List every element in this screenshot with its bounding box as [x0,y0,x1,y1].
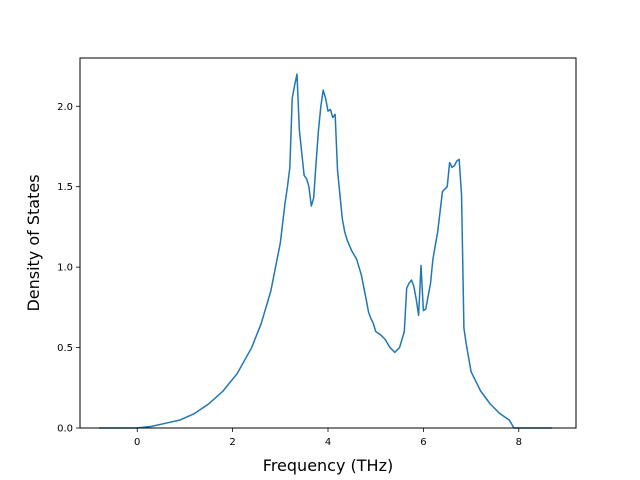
x-tick-label: 8 [516,437,522,448]
x-axis-ticks: 0 2 4 6 8 [134,428,522,448]
series-layer [99,73,553,429]
y-tick-label: 1.0 [57,263,73,274]
y-tick-label: 0.0 [57,424,73,435]
x-tick-label: 6 [420,437,426,448]
x-tick-label: 4 [325,437,331,448]
y-tick-label: 1.5 [57,182,73,193]
plot-area [80,58,576,428]
y-axis-label: Density of States [24,174,43,311]
series-line-0 [99,73,553,429]
y-tick-label: 2.0 [57,102,73,113]
x-axis-label: Frequency (THz) [263,456,393,475]
y-tick-label: 0.5 [57,343,73,354]
x-tick-label: 0 [134,437,140,448]
y-axis-ticks: 0.0 0.5 1.0 1.5 2.0 [57,102,80,435]
x-tick-label: 2 [229,437,235,448]
